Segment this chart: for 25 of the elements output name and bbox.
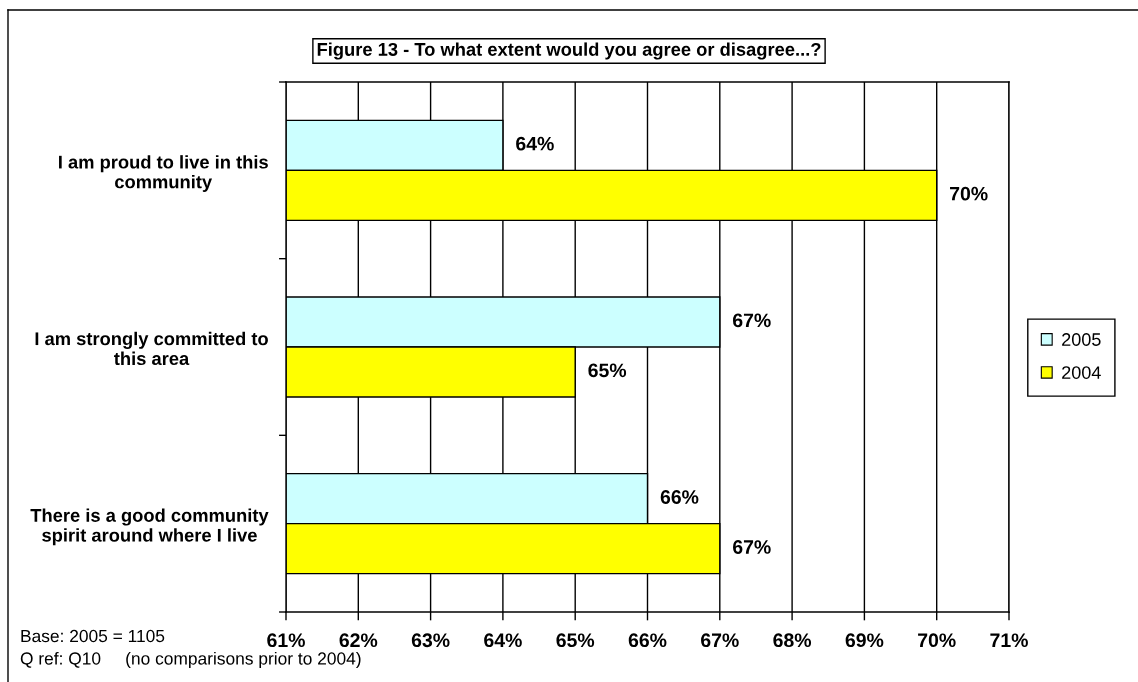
x-tick-label: 70%: [918, 633, 956, 648]
text: Q ref: Q10 (no comparisons prior to 2004): [20, 651, 361, 669]
data-label: 66%: [660, 490, 699, 504]
x-tick-label: 71%: [990, 633, 1028, 648]
x-tick-label: 65%: [556, 633, 595, 648]
data-label: 64%: [516, 136, 554, 151]
legend-label: 2005: [1062, 333, 1101, 346]
x-tick-label: 68%: [773, 633, 812, 648]
x-tick-label: 69%: [845, 633, 884, 648]
y-tick-label: I am proud to live in this community: [59, 155, 268, 192]
data-label: 67%: [733, 540, 771, 554]
legend-label: 2004: [1062, 366, 1101, 379]
x-tick-label: 64%: [484, 633, 522, 648]
x-tick-label: 62%: [339, 633, 378, 648]
text: Base: 2005 = 1105: [21, 629, 165, 643]
x-tick-label: 67%: [701, 633, 739, 648]
data-label: 65%: [588, 363, 627, 378]
x-tick-label: 63%: [411, 633, 450, 648]
chart-title: Figure 13 - To what extent would you agree or disagree...?: [317, 42, 821, 60]
data-label: 67%: [733, 313, 771, 328]
x-tick-label: 66%: [628, 633, 667, 648]
x-tick-label: 61%: [267, 633, 305, 648]
y-tick-label: There is a good community spirit around where I live: [30, 508, 269, 546]
data-label: 70%: [950, 186, 988, 201]
y-tick-label: I am strongly committed to this area: [35, 331, 268, 366]
